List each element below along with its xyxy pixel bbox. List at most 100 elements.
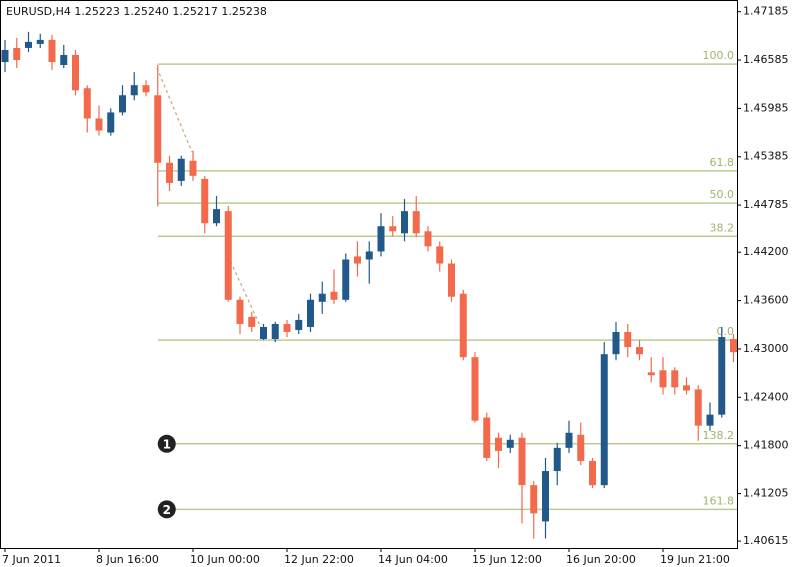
candle-body [213, 209, 220, 224]
candle-body [365, 251, 373, 260]
candle-body [248, 316, 256, 327]
candle-body [72, 54, 79, 91]
candle-body [260, 326, 267, 340]
annotation-marker [157, 434, 176, 453]
fib-level-label: 100.0 [703, 49, 735, 62]
candle-body [683, 385, 690, 391]
candle-body [60, 54, 68, 66]
candle-body [271, 323, 279, 340]
fib-level-label: 50.0 [710, 188, 735, 201]
candles [1, 31, 737, 539]
candle-body [283, 323, 291, 333]
candle-body [107, 112, 115, 133]
candle-body [659, 370, 667, 388]
candle-body [95, 118, 103, 131]
fib-level-label: 38.2 [710, 221, 735, 234]
y-tick-label: 1.45385 [743, 150, 789, 163]
candle-body [342, 259, 350, 300]
candle-body [424, 231, 432, 247]
axes: 1.47185 1.46585 1.45985 1.45385 1.44785 1.442… [2, 5, 789, 566]
x-tick-label: 8 Jun 16:00 [96, 553, 159, 566]
candle-body [589, 460, 596, 486]
candle-body [518, 437, 526, 486]
candle-body [542, 471, 549, 522]
y-tick-label: 1.45985 [743, 101, 789, 114]
x-tick-label: 14 Jun 04:00 [378, 553, 448, 566]
fib-level-label: 161.8 [703, 494, 735, 507]
candle-body [694, 389, 702, 426]
y-tick-label: 1.43000 [743, 342, 789, 355]
candle-body [119, 95, 126, 113]
candle-body [506, 439, 514, 448]
candle-body [436, 246, 444, 264]
candle-body [718, 337, 726, 415]
candle-body [377, 226, 385, 252]
x-tick-label: 15 Jun 12:00 [472, 553, 542, 566]
candle-body [706, 414, 714, 426]
candle-body [13, 47, 21, 61]
y-tick-label: 1.43600 [743, 294, 789, 307]
candle-body [459, 293, 467, 358]
x-tick-label: 10 Jun 00:00 [190, 553, 260, 566]
annotation-text: 1 [163, 437, 171, 451]
x-tick-label: 7 Jun 2011 [2, 553, 61, 566]
y-tick-label: 1.46585 [743, 53, 789, 66]
chart-title: EURUSD,H4 1.25223 1.25240 1.25217 1.2523… [6, 5, 267, 18]
candle-body [636, 347, 643, 355]
fib-level-label: 0.0 [717, 325, 735, 338]
fib-trend-line [227, 255, 263, 331]
candle-body [530, 485, 538, 514]
y-tick-label: 1.40615 [743, 534, 789, 547]
candle-body [307, 299, 314, 327]
y-tick-label: 1.44200 [743, 245, 789, 258]
candle-body [130, 85, 138, 96]
candle-body [25, 41, 32, 48]
candle-body [730, 339, 737, 353]
candle-body [166, 162, 173, 183]
candle-body [483, 417, 491, 458]
x-tick-label: 19 Jun 21:00 [660, 553, 730, 566]
candle-body [236, 299, 244, 324]
candle-body [201, 178, 209, 224]
candle-body [600, 354, 608, 486]
fib-level-label: 61.8 [710, 156, 735, 169]
candle-body [471, 357, 479, 421]
candle-body [577, 434, 585, 461]
candle-body [295, 319, 303, 331]
candle-body [154, 95, 162, 163]
candle-body [647, 372, 655, 376]
candle-body [36, 39, 44, 44]
candle-body [142, 85, 150, 93]
candle-body [1, 49, 9, 63]
candle-body [401, 211, 408, 234]
candle-body [448, 263, 455, 297]
candle-body [495, 437, 502, 451]
fib-level-label: 138.2 [703, 429, 735, 442]
y-tick-label: 1.42400 [743, 390, 789, 403]
candle-body [354, 256, 361, 264]
fib-layer: 100.0 61.8 50.0 38.2 0.0 138.2 161.8 1 2 [157, 49, 737, 519]
y-tick-label: 1.44785 [743, 198, 789, 211]
candle-body [565, 432, 573, 448]
candle-body [671, 370, 679, 388]
candle-body [318, 293, 326, 302]
header-background [1, 1, 291, 21]
annotation-marker [157, 500, 176, 519]
candle-body [553, 447, 561, 472]
y-tick-label: 1.41800 [743, 439, 789, 452]
candle-body [624, 332, 632, 348]
candle-body [48, 39, 56, 63]
candle-body [412, 211, 420, 234]
candle-body [83, 88, 91, 119]
candle-body [189, 160, 197, 176]
y-tick-label: 1.41205 [743, 487, 789, 500]
candle-body [612, 332, 620, 355]
candle-body [330, 291, 338, 300]
x-tick-label: 12 Jun 22:00 [284, 553, 354, 566]
annotation-text: 2 [163, 503, 171, 517]
candle-body [177, 158, 185, 181]
candle-body [224, 211, 232, 300]
candle-body [389, 226, 397, 232]
